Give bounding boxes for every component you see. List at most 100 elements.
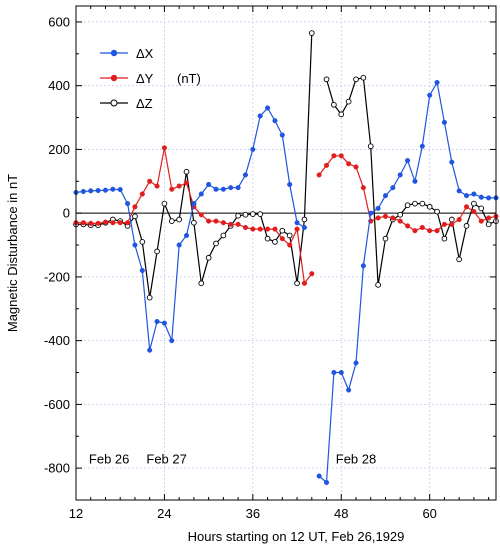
data-point <box>316 473 322 479</box>
data-point <box>426 203 433 210</box>
data-point <box>220 186 226 192</box>
data-point <box>397 172 403 178</box>
data-point <box>404 202 411 209</box>
data-point <box>235 212 241 219</box>
data-point <box>471 209 477 215</box>
series-dy <box>73 145 499 286</box>
legend-marker <box>110 74 118 82</box>
data-point <box>463 223 470 229</box>
data-point <box>168 218 175 224</box>
data-point <box>242 224 249 231</box>
data-point <box>272 238 278 245</box>
data-point <box>139 238 146 245</box>
data-point <box>161 320 167 326</box>
data-point <box>338 153 344 159</box>
data-point <box>125 201 131 207</box>
legend-label: ΔY <box>136 71 154 86</box>
y-tick-label: -400 <box>44 333 70 348</box>
legend-marker <box>110 49 118 57</box>
data-point <box>287 181 293 188</box>
data-point <box>183 168 190 175</box>
data-point <box>154 183 160 189</box>
data-point <box>375 205 381 211</box>
legend-marker <box>110 99 118 107</box>
data-point <box>323 162 330 168</box>
data-point <box>449 159 455 165</box>
data-point <box>338 111 345 118</box>
x-tick-label: 60 <box>422 506 436 521</box>
data-point <box>412 178 418 184</box>
data-point <box>434 79 440 86</box>
data-point <box>427 228 433 234</box>
data-point <box>198 212 204 218</box>
data-point <box>375 282 381 288</box>
data-point <box>375 215 381 221</box>
data-point <box>176 216 183 223</box>
data-point <box>132 213 138 220</box>
data-point <box>294 220 300 226</box>
data-point <box>95 187 101 194</box>
x-tick-label: 48 <box>334 506 348 521</box>
data-point <box>206 218 212 224</box>
data-point <box>301 280 307 286</box>
data-point <box>147 178 153 184</box>
data-point <box>419 224 425 231</box>
data-point <box>316 172 322 178</box>
x-tick-label: 24 <box>157 506 171 521</box>
data-point <box>382 193 389 199</box>
data-point <box>198 191 204 197</box>
data-point <box>382 235 389 242</box>
data-point <box>213 240 219 247</box>
data-point <box>264 235 271 242</box>
date-annotations: Feb 26 Feb 27 Feb 28 <box>89 451 376 466</box>
data-point <box>146 294 153 301</box>
y-tick-label: -800 <box>44 461 70 476</box>
data-point <box>132 204 138 210</box>
data-point <box>456 216 462 223</box>
data-point <box>412 228 418 234</box>
data-point <box>235 221 241 227</box>
data-point <box>235 185 241 191</box>
data-point <box>368 210 374 216</box>
x-tick-label: 36 <box>246 506 260 521</box>
data-point <box>441 235 448 242</box>
data-point <box>242 172 249 178</box>
data-point <box>176 183 182 189</box>
y-tick-label: 200 <box>48 142 70 157</box>
data-point <box>486 215 492 221</box>
data-point <box>257 226 263 232</box>
series-dx <box>73 79 499 486</box>
data-point <box>449 221 455 227</box>
data-point <box>382 213 389 219</box>
data-point <box>88 188 94 194</box>
data-point <box>485 221 492 228</box>
data-point <box>463 193 470 199</box>
data-point <box>353 164 359 170</box>
data-point <box>397 211 404 218</box>
data-point <box>250 146 256 152</box>
x-axis-title: Hours starting on 12 UT, Feb 26,1929 <box>188 529 405 544</box>
data-point <box>205 254 212 261</box>
data-point <box>419 200 426 207</box>
date-label: Feb 27 <box>146 451 186 466</box>
y-tick-label: 600 <box>48 14 70 29</box>
data-point <box>183 232 190 239</box>
data-point <box>279 132 285 138</box>
data-point <box>125 220 131 226</box>
data-point <box>331 369 337 376</box>
data-point <box>257 211 264 217</box>
data-point <box>80 220 86 226</box>
data-point <box>117 220 123 226</box>
data-point <box>250 226 256 232</box>
data-point <box>95 220 101 226</box>
data-point <box>139 191 145 197</box>
axis-ticks: 12 24 36 48 60 -800 -600 -400 -200 0 200 400 600 <box>44 6 496 521</box>
date-label: Feb 28 <box>336 451 376 466</box>
data-point <box>139 267 145 274</box>
data-point <box>345 98 352 105</box>
data-point <box>478 218 484 224</box>
data-point <box>346 387 352 393</box>
data-point <box>161 145 167 151</box>
data-point <box>154 318 160 325</box>
data-point <box>338 369 344 376</box>
